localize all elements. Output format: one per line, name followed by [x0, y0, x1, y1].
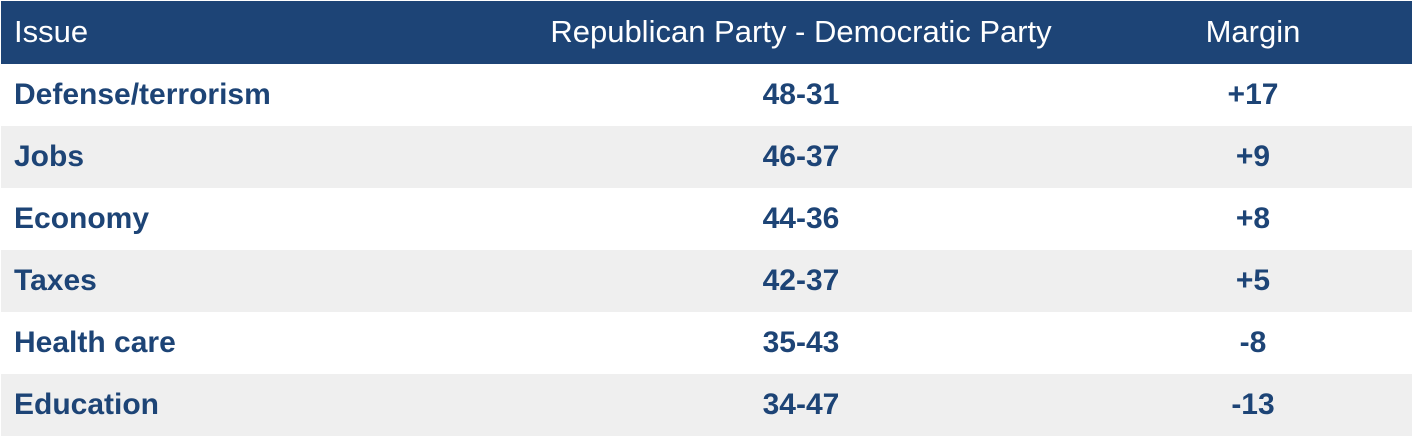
table-cell: -13 [1231, 388, 1275, 421]
header-cell: Margin [1205, 14, 1301, 49]
table-cell: Health care [14, 326, 176, 359]
table-cell: +9 [1235, 140, 1271, 173]
table-row: Education 34-47 -13 [1, 374, 1412, 436]
table-cell: Jobs [14, 140, 85, 173]
header-row: Issue Republican Party - Democratic Party… [1, 1, 1412, 64]
header-cell: Republican Party - Democratic Party [550, 14, 1052, 49]
table-row: Health care 35-43 -8 [1, 312, 1412, 374]
table-cell: 42-37 [762, 264, 840, 297]
table-cell: 35-43 [762, 326, 840, 359]
table-cell: Economy [14, 202, 150, 235]
table-cell: 48-31 [762, 78, 840, 111]
table-row: Economy 44-36 +8 [1, 188, 1412, 250]
table-cell: Defense/terrorism [14, 78, 271, 111]
header-cell: Issue [14, 14, 89, 49]
table-row: Jobs 46-37 +9 [1, 126, 1412, 188]
table-cell: 44-36 [762, 202, 840, 235]
table-cell: Taxes [14, 264, 97, 297]
table-cell: +8 [1235, 202, 1271, 235]
table-cell: Education [14, 388, 160, 421]
table-row: Defense/terrorism 48-31 +17 [1, 64, 1412, 126]
table-cell: 46-37 [762, 140, 840, 173]
table-cell: -8 [1239, 326, 1267, 359]
table-cell: 34-47 [762, 388, 840, 421]
table-cell: +5 [1235, 264, 1271, 297]
table-cell: +17 [1227, 78, 1279, 111]
table-row: Taxes 42-37 +5 [1, 250, 1412, 312]
